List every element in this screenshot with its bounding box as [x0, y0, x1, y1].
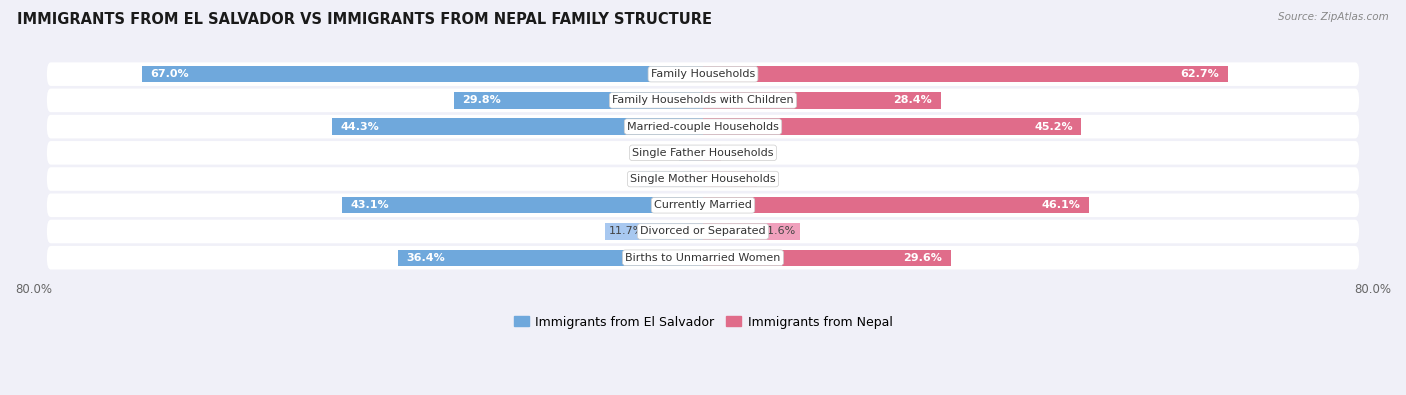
Text: 46.1%: 46.1%	[1042, 200, 1080, 210]
Text: Single Father Households: Single Father Households	[633, 148, 773, 158]
FancyBboxPatch shape	[46, 115, 1360, 138]
Bar	[703, 250, 950, 266]
Text: 62.7%: 62.7%	[1181, 69, 1219, 79]
Text: 44.3%: 44.3%	[340, 122, 380, 132]
Text: 11.7%: 11.7%	[609, 226, 644, 237]
Bar	[332, 118, 703, 135]
Bar	[454, 92, 703, 109]
Bar	[342, 197, 703, 213]
Text: Single Mother Households: Single Mother Households	[630, 174, 776, 184]
Bar	[703, 223, 800, 240]
FancyBboxPatch shape	[46, 194, 1360, 217]
Text: 2.9%: 2.9%	[683, 148, 711, 158]
Text: Currently Married: Currently Married	[654, 200, 752, 210]
Text: 11.6%: 11.6%	[761, 226, 796, 237]
Bar	[605, 223, 703, 240]
Text: Married-couple Households: Married-couple Households	[627, 122, 779, 132]
FancyBboxPatch shape	[46, 167, 1360, 191]
FancyBboxPatch shape	[46, 220, 1360, 243]
Text: 2.2%: 2.2%	[689, 148, 717, 158]
Text: 7.6%: 7.6%	[644, 174, 672, 184]
Bar	[703, 92, 941, 109]
Bar	[703, 197, 1088, 213]
Text: 36.4%: 36.4%	[406, 253, 446, 263]
Text: 29.6%: 29.6%	[904, 253, 942, 263]
Legend: Immigrants from El Salvador, Immigrants from Nepal: Immigrants from El Salvador, Immigrants …	[509, 310, 897, 333]
Text: 43.1%: 43.1%	[350, 200, 389, 210]
Text: 28.4%: 28.4%	[894, 95, 932, 105]
Bar	[679, 145, 703, 161]
FancyBboxPatch shape	[46, 246, 1360, 269]
Text: Source: ZipAtlas.com: Source: ZipAtlas.com	[1278, 12, 1389, 22]
Text: Divorced or Separated: Divorced or Separated	[640, 226, 766, 237]
Text: Births to Unmarried Women: Births to Unmarried Women	[626, 253, 780, 263]
Bar	[142, 66, 703, 82]
Text: 45.2%: 45.2%	[1035, 122, 1073, 132]
Bar	[703, 171, 756, 187]
Bar	[640, 171, 703, 187]
Bar	[703, 145, 721, 161]
FancyBboxPatch shape	[46, 141, 1360, 165]
FancyBboxPatch shape	[46, 62, 1360, 86]
Text: 29.8%: 29.8%	[463, 95, 501, 105]
Bar	[703, 118, 1081, 135]
FancyBboxPatch shape	[46, 88, 1360, 112]
Text: Family Households: Family Households	[651, 69, 755, 79]
Text: 67.0%: 67.0%	[150, 69, 190, 79]
Bar	[703, 66, 1227, 82]
Text: 6.4%: 6.4%	[724, 174, 752, 184]
Text: Family Households with Children: Family Households with Children	[612, 95, 794, 105]
Bar	[398, 250, 703, 266]
Text: IMMIGRANTS FROM EL SALVADOR VS IMMIGRANTS FROM NEPAL FAMILY STRUCTURE: IMMIGRANTS FROM EL SALVADOR VS IMMIGRANT…	[17, 12, 711, 27]
